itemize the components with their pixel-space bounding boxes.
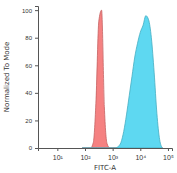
y-tick-mark [35,38,38,39]
y-tick: 20 [25,118,38,124]
plot-area [82,10,162,148]
x-axis: 10¹ 10² 10³ 10⁴ 10⁵ [39,148,174,161]
y-tick: 60 [25,63,38,69]
x-tick: 10² [80,148,91,161]
x-tick-label: 10¹ [53,154,64,161]
y-tick: 40 [25,90,38,96]
y-tick-label: 40 [25,90,32,96]
x-tick: 10¹ [53,148,64,161]
y-tick: 100 [22,8,38,14]
y-axis: 0 20 40 60 80 100 [22,7,39,152]
histogram-area [82,16,162,148]
x-tick-mark [168,148,169,151]
x-tick-mark [140,148,141,151]
y-tick-label: 60 [25,63,32,69]
y-tick: 0 [29,145,38,151]
x-tick-mark [57,148,58,151]
x-tick-mark [113,148,114,151]
y-tick-mark [35,65,38,66]
y-axis-title: Normalized To Mode [3,42,11,113]
y-tick-mark [35,148,38,149]
y-tick-label: 100 [22,8,33,14]
y-tick-label: 80 [25,35,32,41]
y-tick-label: 0 [29,145,33,151]
x-tick-label: 10² [80,154,91,161]
y-tick-mark [35,93,38,94]
y-axis-line [35,7,39,149]
y-tick-label: 20 [25,118,32,124]
x-tick: 10⁴ [135,148,146,161]
x-tick-label: 10³ [108,154,119,161]
y-tick-mark [35,10,38,11]
x-axis-title: FITC-A [94,164,116,172]
x-tick: 10³ [108,148,119,161]
x-axis-line [39,149,173,152]
y-tick: 80 [25,35,38,41]
x-tick-mark [85,148,86,151]
y-tick-mark [35,120,38,121]
histogram-area [82,10,162,148]
x-tick-label: 10⁴ [135,154,146,161]
x-tick: 10⁵ [163,148,174,161]
chart: 10¹ 10² 10³ 10⁴ 10⁵ 0 20 40 60 80 100 FITC-A Normali… [0,0,177,173]
x-tick-label: 10⁵ [163,154,174,161]
